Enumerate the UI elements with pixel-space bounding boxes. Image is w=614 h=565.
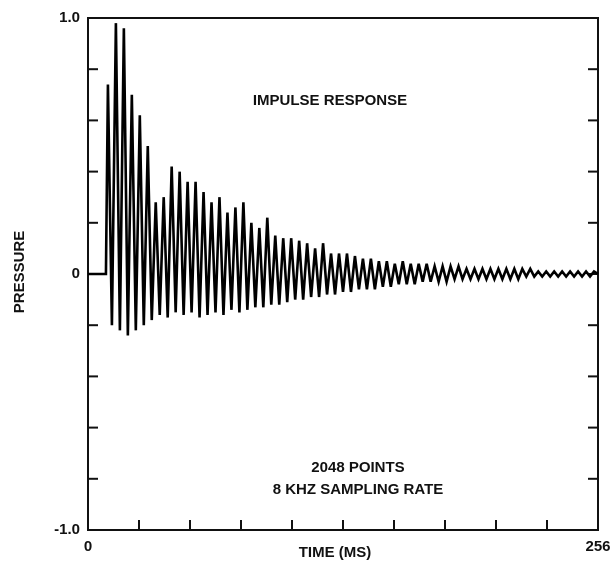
annotation: 8 KHZ SAMPLING RATE [273, 481, 444, 498]
annotation: 2048 POINTS [311, 459, 404, 476]
chart-title: IMPULSE RESPONSE [253, 92, 407, 109]
x-tick-label: 256 [585, 538, 610, 555]
y-tick-label: 1.0 [59, 9, 80, 26]
y-axis-label: PRESSURE [11, 231, 28, 314]
y-tick-label: 0 [72, 265, 80, 282]
impulse-line [88, 23, 599, 336]
y-tick-label: -1.0 [54, 521, 80, 538]
x-tick-label: 0 [84, 538, 92, 555]
x-axis-label: TIME (MS) [299, 544, 372, 561]
